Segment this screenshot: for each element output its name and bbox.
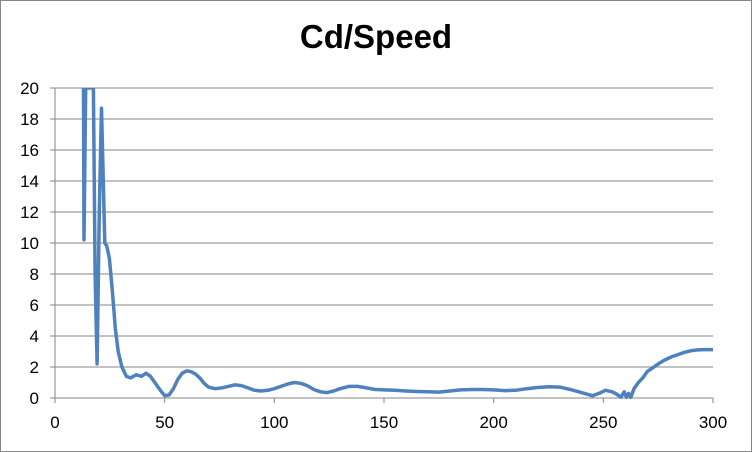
chart-title: Cd/Speed xyxy=(299,18,453,55)
x-tick-label: 200 xyxy=(479,413,507,432)
y-tick-label: 16 xyxy=(20,141,39,160)
y-tick-label: 0 xyxy=(30,389,39,408)
axes xyxy=(50,87,714,403)
y-tick-label: 20 xyxy=(20,79,39,98)
gridlines xyxy=(55,87,713,368)
y-tick-label: 4 xyxy=(30,327,39,346)
x-tick-label: 0 xyxy=(50,413,59,432)
x-tick-label: 300 xyxy=(699,413,727,432)
y-tick-label: 18 xyxy=(20,110,39,129)
y-tick-label: 8 xyxy=(30,265,39,284)
x-tick-label: 100 xyxy=(260,413,288,432)
y-tick-label: 10 xyxy=(20,234,39,253)
y-tick-label: 6 xyxy=(30,296,39,315)
series-layer xyxy=(81,88,713,399)
x-tick-label: 250 xyxy=(589,413,617,432)
y-tick-label: 12 xyxy=(20,203,39,222)
y-tick-label: 14 xyxy=(20,172,39,191)
series-line-0 xyxy=(81,88,713,399)
x-tick-label: 150 xyxy=(370,413,398,432)
x-tick-label: 50 xyxy=(155,413,174,432)
y-tick-label: 2 xyxy=(30,358,39,377)
